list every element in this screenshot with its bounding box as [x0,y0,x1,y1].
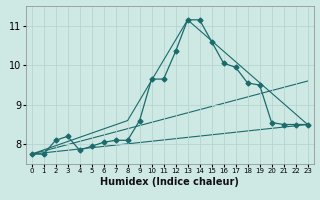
X-axis label: Humidex (Indice chaleur): Humidex (Indice chaleur) [100,177,239,187]
